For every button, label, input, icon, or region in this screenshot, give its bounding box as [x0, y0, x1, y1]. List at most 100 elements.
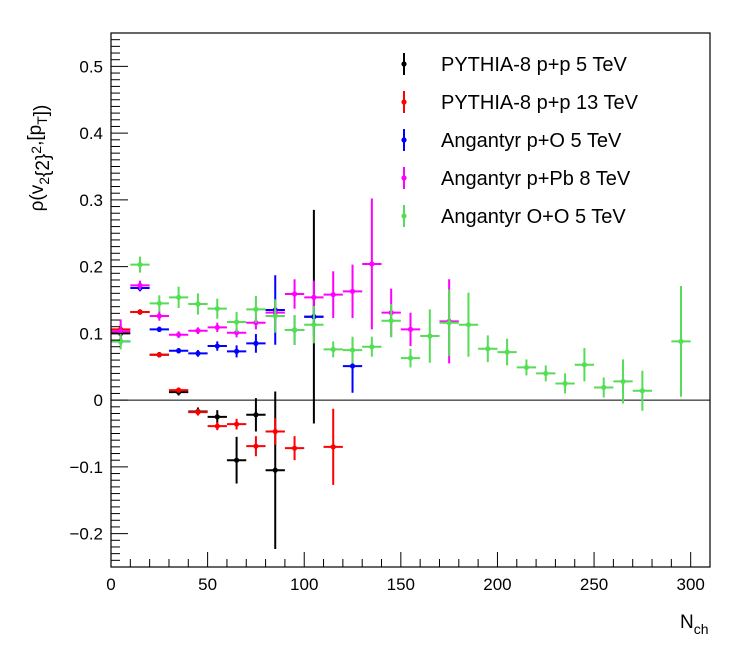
data-point — [349, 363, 356, 369]
data-point — [233, 319, 240, 325]
legend-label: Angantyr O+O 5 TeV — [441, 206, 626, 228]
data-point — [291, 291, 298, 297]
data-point — [543, 370, 549, 377]
data-point — [523, 364, 530, 371]
legend-label: Angantyr p+Pb 8 TeV — [441, 168, 631, 190]
data-point — [176, 294, 182, 300]
data-point — [272, 467, 278, 473]
data-point — [233, 348, 240, 354]
y-axis-title-part: 2 — [36, 177, 52, 185]
data-point — [156, 313, 162, 319]
data-point — [330, 444, 336, 450]
y-tick-label: 0 — [94, 391, 103, 410]
x-axis-title-sub: ch — [694, 621, 709, 637]
data-point — [195, 328, 201, 334]
data-point — [176, 348, 182, 354]
legend-label: Angantyr p+O 5 TeV — [441, 130, 622, 152]
data-point — [233, 457, 240, 463]
y-tick-label: 0.5 — [79, 57, 103, 76]
data-point — [195, 301, 201, 307]
data-point — [349, 288, 356, 294]
data-point — [214, 414, 220, 420]
data-point — [214, 423, 220, 429]
legend-marker-dot — [401, 137, 407, 143]
data-point — [427, 333, 433, 339]
legend-label: PYTHIA-8 p+p 5 TeV — [441, 54, 628, 76]
data-point — [137, 309, 143, 315]
data-point — [485, 346, 491, 352]
data-point — [137, 262, 143, 268]
data-point — [253, 412, 259, 418]
legend-marker-dot — [401, 213, 407, 219]
data-point — [504, 349, 510, 355]
data-point — [253, 306, 259, 312]
data-point — [195, 350, 201, 356]
y-axis-title-part: T — [34, 116, 50, 125]
data-point — [330, 346, 336, 352]
data-point — [253, 340, 259, 346]
y-tick-label: 0.3 — [79, 191, 103, 210]
series-layer — [111, 198, 691, 549]
data-point — [118, 328, 124, 334]
data-point — [214, 306, 220, 312]
series-4 — [111, 256, 691, 411]
axis-layer: 0 50 100 150 200 250 300 −0.2 −0.1 0 0.1 0.2 0.3 0.4 0… — [69, 32, 711, 594]
data-point — [639, 388, 645, 394]
data-point — [369, 261, 375, 267]
data-point — [291, 327, 298, 333]
y-tick-label: −0.2 — [69, 525, 103, 544]
legend-marker-dot — [401, 99, 407, 105]
x-tick-label: 0 — [106, 575, 115, 594]
y-axis-title-part: ρ(v — [27, 184, 48, 211]
data-point — [156, 326, 162, 332]
y-axis-title: ρ(v2{2}2,[pT]) — [25, 105, 54, 212]
data-point — [214, 343, 220, 349]
data-point — [562, 380, 568, 387]
data-point — [195, 409, 201, 415]
data-point — [620, 378, 626, 385]
data-point — [311, 294, 317, 300]
data-point — [311, 322, 317, 328]
data-point — [272, 313, 278, 319]
data-point — [156, 300, 162, 306]
x-axis-title: Nch — [680, 612, 709, 637]
series-1 — [111, 309, 343, 485]
data-point — [407, 355, 414, 361]
data-point — [214, 324, 220, 330]
x-axis-title-main: N — [680, 612, 694, 633]
data-point — [446, 320, 452, 326]
data-point — [330, 292, 336, 298]
data-point — [465, 322, 472, 328]
legend: PYTHIA-8 p+p 5 TeV PYTHIA-8 p+p 13 TeV Ang… — [401, 53, 639, 228]
y-axis-title-part: ]) — [31, 105, 52, 117]
data-point — [176, 332, 182, 338]
x-tick-label: 200 — [483, 575, 511, 594]
data-point — [272, 428, 278, 435]
y-axis-title-part: ,[p — [25, 125, 46, 146]
data-point — [369, 344, 375, 350]
data-point — [253, 443, 259, 449]
y-axis-title-part: {2} — [33, 154, 54, 177]
legend-label: PYTHIA-8 p+p 13 TeV — [441, 92, 639, 114]
legend-marker-dot — [401, 175, 407, 181]
y-tick-label: 0.1 — [79, 324, 103, 343]
data-point — [176, 387, 182, 393]
y-tick-label: −0.1 — [69, 458, 103, 477]
data-point — [233, 421, 240, 427]
data-point — [349, 347, 356, 353]
x-tick-label: 300 — [676, 575, 704, 594]
y-tick-label: 0.4 — [79, 124, 103, 143]
data-point — [137, 282, 143, 288]
x-tick-label: 250 — [580, 575, 608, 594]
data-point — [156, 352, 162, 358]
x-tick-label: 150 — [387, 575, 415, 594]
legend-marker-dot — [401, 61, 407, 67]
data-point — [581, 362, 588, 368]
data-point — [291, 445, 298, 451]
x-tick-label: 100 — [290, 575, 318, 594]
x-tick-label: 50 — [198, 575, 217, 594]
data-point — [388, 318, 394, 324]
data-point — [601, 384, 607, 391]
data-point — [233, 330, 240, 336]
